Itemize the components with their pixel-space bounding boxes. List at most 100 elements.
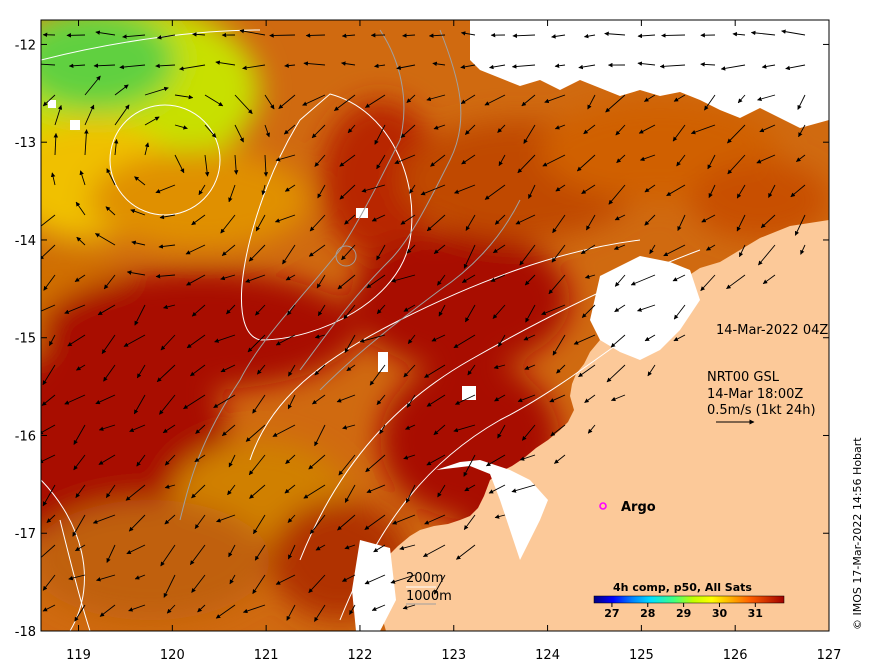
current-vector-arrow [314, 604, 326, 622]
current-vector-arrow [84, 104, 95, 126]
current-vector-arrow [191, 574, 206, 593]
current-vector-arrow [286, 604, 296, 621]
current-vector-arrow [581, 304, 596, 318]
current-vector-arrow [666, 184, 686, 197]
current-vector-arrow [573, 334, 596, 345]
current-vector-arrow [41, 304, 56, 312]
current-vector-arrow [160, 334, 176, 351]
current-vector-arrow [159, 214, 176, 220]
current-vector-arrow [191, 214, 206, 226]
current-vector-arrow [461, 154, 476, 165]
current-vector-arrow [376, 154, 386, 170]
current-vector-arrow [92, 514, 116, 524]
current-vector-arrow [554, 63, 566, 69]
current-vector-arrow [587, 424, 596, 434]
current-vector-arrow [93, 63, 116, 68]
current-vector-arrow [706, 244, 716, 251]
current-vector-arrow [312, 394, 326, 405]
current-vector-arrow [192, 32, 206, 37]
current-vector-arrow [467, 364, 476, 376]
current-vector-arrow [337, 514, 356, 531]
current-vector-arrow [255, 304, 266, 316]
current-vector-arrow [158, 244, 176, 249]
current-vector-arrow [186, 334, 206, 349]
current-vector-arrow [727, 154, 746, 175]
colorbar-title: 4h comp, p50, All Sats [613, 581, 752, 594]
current-vector-arrow [122, 34, 146, 39]
current-vector-arrow [465, 214, 476, 231]
current-vector-arrow [453, 424, 476, 433]
current-vector-arrow [303, 484, 326, 499]
current-vector-arrow [234, 94, 253, 115]
colorbar-tick-label: 31 [748, 607, 763, 620]
lon-tick-label: 122 [348, 648, 373, 663]
current-vector-arrow [519, 244, 536, 266]
current-vector-arrow [798, 124, 806, 138]
current-vector-arrow [727, 124, 746, 144]
current-vector-arrow [287, 544, 296, 560]
current-vector-arrow [341, 33, 356, 38]
current-vector-arrow [164, 514, 176, 525]
lon-tick-label: 127 [817, 648, 842, 663]
current-vector-arrow [484, 94, 506, 106]
current-vector-arrow [463, 454, 476, 477]
current-vector-arrow [252, 574, 266, 594]
current-vector-arrow [125, 484, 146, 501]
colorbar-tick-label: 27 [604, 607, 619, 620]
current-vector-arrow [700, 62, 716, 67]
current-vector-arrow [409, 184, 416, 194]
current-vector-arrow [344, 214, 356, 225]
current-vector-arrow [282, 244, 296, 265]
current-vector-arrow [252, 394, 266, 414]
current-vector-arrow [402, 33, 416, 38]
current-vector-arrow [517, 154, 536, 174]
current-vector-arrow [253, 514, 266, 535]
current-vector-arrow [407, 334, 416, 344]
current-vector-arrow [256, 364, 266, 375]
current-vector-arrow [303, 61, 326, 66]
current-vector-arrow [578, 64, 596, 70]
current-vector-arrow [113, 138, 119, 156]
lat-tick-label: -18 [15, 625, 36, 640]
argo-float-marker[interactable] [599, 502, 607, 510]
current-vector-arrow [647, 364, 656, 377]
current-vector-arrow [661, 33, 686, 38]
current-vector-arrow [613, 244, 626, 250]
current-vector-arrow [308, 454, 326, 470]
current-vector-arrow [677, 214, 686, 232]
current-vector-arrow [68, 63, 86, 69]
current-vector-arrow [759, 124, 776, 133]
current-vector-arrow [75, 544, 86, 552]
current-vector-arrow [604, 31, 626, 37]
current-vector-arrow [84, 75, 101, 96]
current-vector-arrow [690, 124, 716, 135]
current-vector-arrow [701, 214, 716, 223]
current-vector-arrow [164, 484, 176, 489]
current-vector-arrow [433, 244, 446, 254]
current-vector-arrow [461, 274, 476, 283]
current-vector-arrow [134, 574, 146, 580]
current-vector-arrow [424, 514, 446, 525]
current-vector-arrow [284, 63, 296, 68]
current-vector-arrow [227, 484, 236, 496]
current-vector-arrow [614, 304, 626, 313]
current-vector-arrow [578, 364, 596, 378]
current-vector-arrow [106, 544, 116, 563]
current-vector-arrow [316, 274, 326, 289]
current-vector-arrow [726, 274, 746, 290]
current-vector-arrow [583, 124, 596, 135]
current-vector-arrow [391, 274, 416, 283]
current-vector-arrow [365, 454, 386, 473]
current-vector-arrow [517, 394, 536, 403]
current-vector-arrow [128, 604, 146, 612]
current-vector-arrow [523, 334, 536, 341]
current-vector-arrow [757, 94, 776, 102]
current-vector-arrow [390, 574, 416, 584]
colorbar-tick-label: 29 [676, 607, 691, 620]
current-vector-arrow [433, 124, 446, 130]
current-vector-arrow [285, 274, 296, 281]
current-vector-arrow [498, 154, 506, 167]
current-vector-arrow [101, 334, 116, 354]
current-vector-arrow [359, 334, 386, 343]
